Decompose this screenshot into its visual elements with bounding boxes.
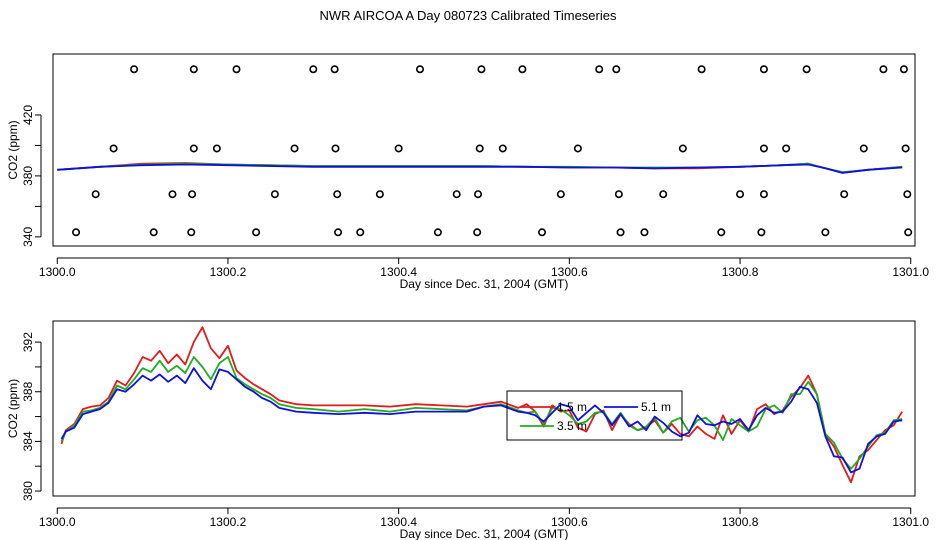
top-data-marker <box>759 144 768 153</box>
top-data-marker <box>290 144 299 153</box>
bottom-x-tick-label: 1301.0 <box>892 515 929 529</box>
top-data-marker <box>189 65 198 74</box>
top-y-tick-label: 420 <box>21 105 35 125</box>
legend-label: 5.1 m <box>641 400 671 414</box>
top-data-marker <box>109 144 118 153</box>
legend-label: 3.5 m <box>557 419 587 433</box>
bottom-x-tick-label: 1300.2 <box>210 515 247 529</box>
bottom-x-tick-label: 1300.0 <box>39 515 76 529</box>
top-plot-frame <box>52 53 916 247</box>
top-data-marker <box>252 228 261 237</box>
top-x-tick-label: 1300.4 <box>380 265 417 279</box>
top-data-marker <box>782 144 791 153</box>
top-data-marker <box>498 144 507 153</box>
top-y-axis-label: CO2 (ppm) <box>6 120 20 179</box>
bottom-series-line-blue <box>60 367 903 474</box>
top-data-marker <box>232 65 241 74</box>
top-data-marker <box>452 190 461 199</box>
top-data-marker <box>375 190 384 199</box>
top-data-marker <box>903 190 912 199</box>
bottom-y-tick-label: 384 <box>21 431 35 451</box>
top-data-marker <box>270 190 279 199</box>
bottom-x-tick-label: 1300.4 <box>380 515 417 529</box>
top-data-marker <box>879 65 888 74</box>
top-data-marker <box>802 65 811 74</box>
top-data-marker <box>91 190 100 199</box>
bottom-y-tick-label: 388 <box>21 381 35 401</box>
top-data-marker <box>678 144 687 153</box>
top-data-marker <box>904 228 913 237</box>
top-data-marker <box>330 65 339 74</box>
top-data-marker <box>759 190 768 199</box>
top-data-marker <box>188 190 197 199</box>
top-x-tick-label: 1301.0 <box>892 265 929 279</box>
top-series-line-blue <box>57 163 903 174</box>
figure-title: NWR AIRCOA A Day 080723 Calibrated Times… <box>319 8 617 23</box>
top-data-marker <box>736 190 745 199</box>
top-data-marker <box>331 144 340 153</box>
top-data-marker <box>573 144 582 153</box>
top-data-marker <box>614 190 623 199</box>
top-data-marker <box>334 228 343 237</box>
top-data-marker <box>309 65 318 74</box>
top-data-marker <box>433 228 442 237</box>
bottom-y-axis-label: CO2 (ppm) <box>6 379 20 438</box>
top-x-axis-label: Day since Dec. 31, 2004 (GMT) <box>400 277 569 291</box>
bottom-y-tick-label: 392 <box>21 332 35 352</box>
legend-label: 1.5 m <box>557 400 587 414</box>
bottom-x-tick-label: 1300.6 <box>551 515 588 529</box>
top-data-marker <box>474 190 483 199</box>
top-y-tick-label: 340 <box>21 227 35 247</box>
top-x-tick-label: 1300.6 <box>551 265 588 279</box>
top-data-marker <box>759 65 768 74</box>
top-data-marker <box>518 65 527 74</box>
top-data-marker <box>187 228 196 237</box>
top-data-marker <box>757 228 766 237</box>
top-data-marker <box>901 144 910 153</box>
top-data-marker <box>821 228 830 237</box>
top-data-marker <box>333 190 342 199</box>
top-data-marker <box>130 65 139 74</box>
top-data-marker <box>538 228 547 237</box>
top-data-marker <box>212 144 221 153</box>
top-data-marker <box>697 65 706 74</box>
top-y-tick-label: 380 <box>21 166 35 186</box>
bottom-x-axis-label: Day since Dec. 31, 2004 (GMT) <box>400 527 569 540</box>
top-x-tick-label: 1300.0 <box>39 265 76 279</box>
top-data-marker <box>475 144 484 153</box>
top-data-marker <box>394 144 403 153</box>
top-data-marker <box>640 228 649 237</box>
top-data-marker <box>149 228 158 237</box>
top-data-marker <box>556 190 565 199</box>
top-data-marker <box>612 65 621 74</box>
top-data-marker <box>616 228 625 237</box>
top-data-marker <box>659 190 668 199</box>
top-data-marker <box>72 228 81 237</box>
top-data-marker <box>899 65 908 74</box>
bottom-series-line-red <box>60 326 903 484</box>
top-data-marker <box>717 228 726 237</box>
top-data-marker <box>189 144 198 153</box>
top-data-marker <box>415 65 424 74</box>
top-data-marker <box>477 65 486 74</box>
bottom-x-tick-label: 1300.8 <box>722 515 759 529</box>
top-data-marker <box>473 228 482 237</box>
top-data-marker <box>840 190 849 199</box>
top-x-tick-label: 1300.8 <box>722 265 759 279</box>
top-data-marker <box>859 144 868 153</box>
bottom-y-tick-label: 380 <box>21 481 35 501</box>
top-x-tick-label: 1300.2 <box>210 265 247 279</box>
top-data-marker <box>168 190 177 199</box>
legend-box <box>506 390 683 441</box>
bottom-plot-frame <box>52 320 916 497</box>
top-data-marker <box>595 65 604 74</box>
top-data-marker <box>356 228 365 237</box>
